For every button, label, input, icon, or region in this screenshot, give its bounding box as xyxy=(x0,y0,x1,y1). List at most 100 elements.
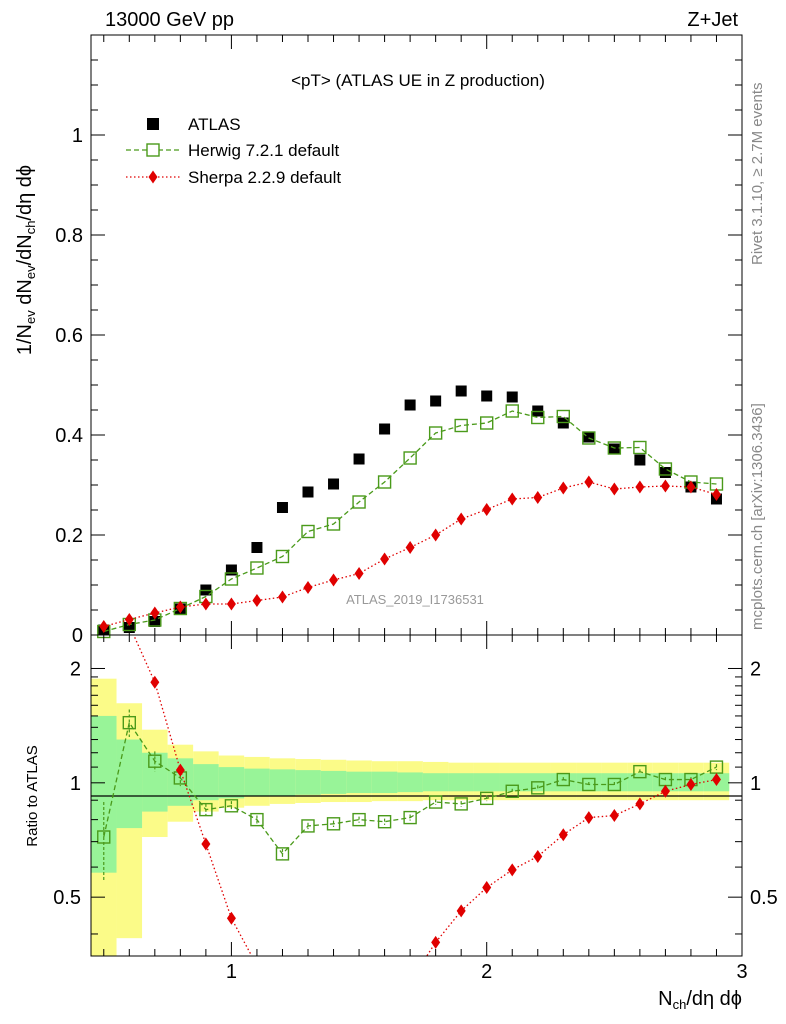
herwig-point xyxy=(556,409,570,424)
herwig-point xyxy=(250,561,264,575)
herwig-ratio-point xyxy=(122,715,136,730)
atlas-data-point xyxy=(225,564,237,576)
herwig-point xyxy=(607,441,622,455)
main-series xyxy=(97,385,724,639)
sherpa-ratio-point xyxy=(406,975,415,988)
herwig-ratio-point xyxy=(633,764,647,779)
ratio-y-tick-label-right: 0.5 xyxy=(750,887,778,909)
sherpa-ratio-point xyxy=(355,999,364,1012)
sherpa-point xyxy=(533,491,543,504)
ratio-series xyxy=(97,635,724,1012)
sherpa-point xyxy=(175,600,185,614)
atlas-data-point xyxy=(123,622,135,633)
sherpa-point xyxy=(99,620,109,633)
legend-marker xyxy=(147,118,159,130)
inner-uncertainty-band xyxy=(269,769,296,796)
inner-uncertainty-band xyxy=(397,772,423,793)
herwig-point xyxy=(633,440,647,455)
sherpa-point xyxy=(277,590,287,604)
sherpa-point xyxy=(431,528,441,542)
herwig-ratio-point xyxy=(326,817,341,831)
ratio-y-tick-label: 2 xyxy=(70,658,81,680)
sherpa-point xyxy=(124,613,134,626)
main-title: <pT> (ATLAS UE in Z production) xyxy=(291,71,545,90)
main-panel: 0 0.2 0.4 0.6 0.8 1 <pT> (ATLAS UE in Z produ… xyxy=(14,34,743,647)
inner-uncertainty-band xyxy=(295,770,321,795)
inner-uncertainty-band xyxy=(473,773,500,792)
herwig-point xyxy=(403,451,417,465)
herwig-ratio-point xyxy=(403,810,417,825)
sherpa-ratio-point xyxy=(584,811,594,825)
herwig-point xyxy=(301,524,315,539)
ratio-panel: 0.5 0.5 1 1 2 2 1 2 3 Ratio to ATLAS Nch/dη dϕ xyxy=(24,634,778,1012)
inner-uncertainty-band xyxy=(448,773,474,792)
x-tick-labels: 1 2 3 xyxy=(226,961,748,983)
herwig-point xyxy=(480,416,494,430)
sherpa-point xyxy=(660,479,670,493)
sherpa-ratio-point xyxy=(304,992,313,1005)
legend-label: ATLAS xyxy=(188,115,241,134)
herwig-ratio-point xyxy=(301,819,315,833)
sherpa-point xyxy=(303,581,313,594)
inner-uncertainty-band xyxy=(218,767,245,799)
ratio-series-group xyxy=(97,635,724,1012)
atlas-data-point xyxy=(583,431,595,443)
sherpa-ratio-point xyxy=(533,849,543,863)
analysis-label: ATLAS_2019_I1736531 xyxy=(346,592,484,607)
atlas-data-point xyxy=(608,443,620,455)
sherpa-point xyxy=(201,597,211,611)
herwig-point xyxy=(658,462,673,476)
herwig-ratio-point xyxy=(428,795,443,809)
inner-uncertainty-band xyxy=(116,739,143,829)
sherpa-point xyxy=(558,481,568,495)
sherpa-ratio-point xyxy=(380,992,389,1005)
inner-uncertainty-band xyxy=(91,715,117,873)
herwig-ratio-point xyxy=(607,777,622,792)
inner-uncertainty-band xyxy=(346,771,372,794)
herwig-point xyxy=(352,495,366,509)
herwig-ratio-point xyxy=(582,777,596,792)
process-label: Z+Jet xyxy=(687,9,738,31)
sherpa-ratio-point xyxy=(635,797,645,811)
sherpa-point xyxy=(329,573,339,587)
atlas-data-point xyxy=(404,399,416,411)
herwig-ratio-point xyxy=(275,847,290,861)
herwig-point xyxy=(224,572,239,586)
main-series-line xyxy=(103,410,717,633)
main-y-tick-label: 0.6 xyxy=(55,325,83,347)
herwig-ratio-point xyxy=(250,812,264,827)
atlas-data-point xyxy=(328,478,340,490)
sherpa-ratio-point xyxy=(456,904,466,918)
sherpa-point xyxy=(482,503,492,516)
atlas-data-point xyxy=(353,453,365,465)
main-y-tick-label: 0 xyxy=(72,625,83,647)
main-ticks xyxy=(91,34,743,636)
herwig-ratio-point xyxy=(224,799,239,813)
sherpa-point xyxy=(380,552,390,566)
x-tick-label: 2 xyxy=(481,961,492,983)
main-y-tick-labels: 0 0.2 0.4 0.6 0.8 1 xyxy=(55,125,83,647)
sherpa-ratio-point xyxy=(431,935,441,949)
inner-uncertainty-band xyxy=(244,768,270,797)
sherpa-point xyxy=(609,482,619,496)
herwig-ratio-point xyxy=(454,797,468,811)
main-y-axis-label: 1/Nev dNev/dNch/dη dϕ xyxy=(14,165,38,355)
herwig-point xyxy=(326,517,341,531)
sherpa-point xyxy=(635,480,645,494)
inner-uncertainty-band xyxy=(422,773,449,792)
ratio-y-tick-label: 0.5 xyxy=(53,887,81,909)
herwig-point xyxy=(531,410,545,425)
herwig-ratio-point xyxy=(505,784,519,798)
sherpa-point xyxy=(354,567,364,580)
sherpa-point xyxy=(711,488,721,501)
sherpa-ratio-point xyxy=(175,763,185,777)
ratio-bands xyxy=(91,678,730,956)
sherpa-point xyxy=(405,541,415,554)
sherpa-ratio-point xyxy=(226,911,236,925)
herwig-point xyxy=(428,426,443,440)
sherpa-ratio-point xyxy=(507,863,517,877)
legend: ATLAS Herwig 7.2.1 default Sherpa 2.2.9 de… xyxy=(126,115,341,187)
x-tick-label: 1 xyxy=(226,961,237,983)
sherpa-point xyxy=(686,480,696,494)
herwig-point xyxy=(454,418,468,433)
